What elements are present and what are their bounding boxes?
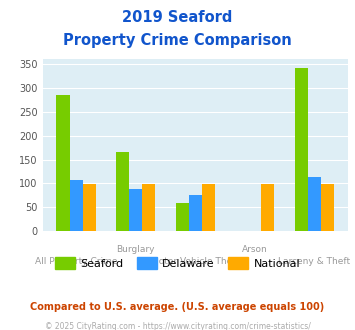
Bar <box>83 184 96 231</box>
Bar <box>295 68 308 231</box>
Bar <box>56 95 70 231</box>
Bar <box>202 184 215 231</box>
Text: © 2025 CityRating.com - https://www.cityrating.com/crime-statistics/: © 2025 CityRating.com - https://www.city… <box>45 322 310 330</box>
Text: Property Crime Comparison: Property Crime Comparison <box>63 33 292 48</box>
Bar <box>261 184 274 231</box>
Text: All Property Crime: All Property Crime <box>35 257 118 266</box>
Bar <box>142 184 155 231</box>
Bar <box>116 152 129 231</box>
Bar <box>129 189 142 231</box>
Text: Compared to U.S. average. (U.S. average equals 100): Compared to U.S. average. (U.S. average … <box>31 302 324 312</box>
Text: 2019 Seaford: 2019 Seaford <box>122 10 233 25</box>
Bar <box>321 184 334 231</box>
Text: Larceny & Theft: Larceny & Theft <box>278 257 350 266</box>
Text: Burglary: Burglary <box>116 245 155 254</box>
Bar <box>70 180 83 231</box>
Bar <box>189 195 202 231</box>
Bar <box>176 203 189 231</box>
Text: Arson: Arson <box>242 245 268 254</box>
Bar <box>308 177 321 231</box>
Text: Motor Vehicle Theft: Motor Vehicle Theft <box>151 257 239 266</box>
Legend: Seaford, Delaware, National: Seaford, Delaware, National <box>50 253 305 273</box>
